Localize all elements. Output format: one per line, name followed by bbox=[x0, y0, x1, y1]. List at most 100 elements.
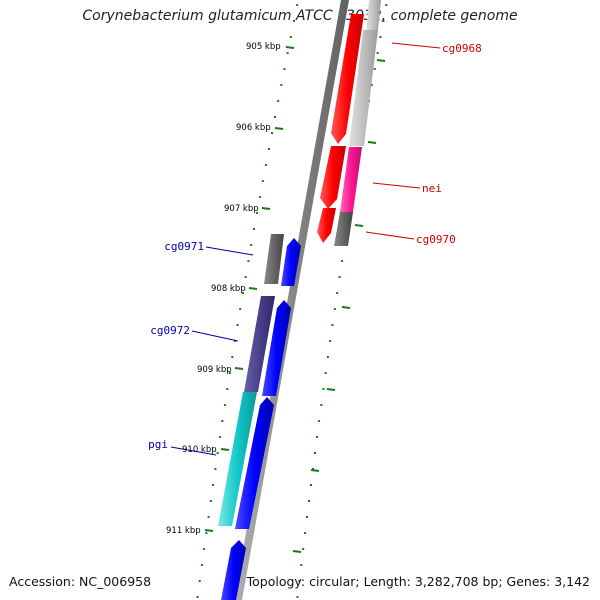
ruler-dot bbox=[216, 452, 219, 454]
tick-label-906: 906 kbp bbox=[236, 123, 271, 133]
ruler-dot bbox=[331, 324, 334, 326]
ruler-dot bbox=[341, 260, 344, 262]
feature-cg0970-cds bbox=[317, 208, 336, 243]
gene-label-cg0971[interactable]: cg0971 bbox=[164, 240, 204, 253]
ruler-dot bbox=[296, 596, 299, 598]
ruler-dot bbox=[241, 292, 244, 294]
ruler-dot bbox=[244, 276, 247, 278]
ruler-dot bbox=[267, 148, 270, 150]
ruler-dot bbox=[373, 68, 376, 70]
ruler-dot bbox=[300, 564, 303, 566]
ruler-dot bbox=[250, 244, 253, 246]
feature-cg0968-cds bbox=[331, 14, 364, 144]
ruler-dot bbox=[379, 36, 382, 38]
ruler-dot bbox=[231, 356, 234, 358]
ruler-dot bbox=[228, 372, 231, 374]
ruler-tick-908: 908 kbp bbox=[211, 284, 258, 294]
ruler-dot bbox=[247, 260, 250, 262]
ruler-dot bbox=[233, 340, 236, 342]
ruler-dot bbox=[239, 308, 242, 310]
feature-cg0972-cds bbox=[262, 300, 291, 396]
tick-label-909: 909 kbp bbox=[197, 365, 232, 375]
ruler-dot bbox=[302, 548, 305, 550]
label-line-cg0970 bbox=[365, 231, 415, 240]
ruler-dot bbox=[306, 516, 308, 518]
ruler-dot bbox=[203, 548, 206, 550]
ruler-dot bbox=[296, 4, 299, 6]
ruler-dot bbox=[264, 164, 267, 166]
ruler-dot bbox=[304, 532, 307, 534]
ruler-dot bbox=[226, 388, 229, 390]
feature-bottom-cds bbox=[221, 540, 246, 600]
tick-label-905: 905 kbp bbox=[246, 42, 281, 52]
ruler-dot bbox=[382, 20, 385, 22]
ruler-tick-909: 909 kbp bbox=[197, 365, 244, 375]
ruler-dot bbox=[336, 292, 339, 294]
feature-cg0972-slate bbox=[244, 296, 275, 392]
ruler-dot bbox=[274, 116, 276, 118]
ruler-dot bbox=[253, 228, 255, 230]
ruler-dot bbox=[280, 84, 283, 86]
ruler-tick-911: 911 kbp bbox=[166, 526, 214, 536]
gene-label-pgi[interactable]: pgi bbox=[148, 438, 168, 451]
ruler-dot bbox=[338, 276, 341, 278]
label-line-cg0972 bbox=[191, 330, 239, 342]
ruler-dot bbox=[310, 484, 312, 486]
ruler-dot bbox=[385, 4, 388, 6]
tick-label-910: 910 kbp bbox=[182, 445, 217, 455]
accession-text: Accession: NC_006958 bbox=[9, 574, 152, 589]
map-title: Corynebacterium glutamicum ATCC 13032, c… bbox=[82, 8, 518, 24]
gene-label-nei[interactable]: nei bbox=[422, 182, 442, 195]
ruler-dot bbox=[283, 68, 286, 70]
ruler-dot bbox=[271, 132, 273, 134]
gene-label-cg0968[interactable]: cg0968 bbox=[442, 42, 482, 55]
outer-ruler-dots bbox=[196, 4, 299, 598]
label-line-nei bbox=[372, 182, 421, 189]
feature-cg0970-darkgray bbox=[334, 212, 353, 246]
ruler-dot bbox=[286, 52, 289, 54]
ruler-dot bbox=[258, 196, 261, 198]
ruler-dot bbox=[255, 212, 258, 214]
feature-top-gray bbox=[366, 0, 381, 30]
gene-label-cg0972[interactable]: cg0972 bbox=[150, 324, 190, 337]
tick-label-907: 907 kbp bbox=[224, 204, 259, 214]
ruler-dot bbox=[214, 468, 217, 470]
ruler-dot bbox=[370, 84, 373, 86]
ruler-dot bbox=[277, 100, 280, 102]
gene-label-cg0970[interactable]: cg0970 bbox=[416, 233, 456, 246]
feature-pgi-cyan bbox=[218, 392, 257, 526]
ruler-dot bbox=[198, 580, 201, 582]
ruler-dot bbox=[293, 20, 295, 22]
label-line-cg0971 bbox=[205, 246, 254, 256]
ruler-dot bbox=[333, 308, 336, 310]
feature-pgi-cds bbox=[235, 397, 274, 529]
ruler-dot bbox=[316, 436, 319, 438]
ruler-dot bbox=[318, 420, 321, 422]
ruler-dot bbox=[376, 52, 379, 54]
ruler-tick-905: 905 kbp bbox=[246, 42, 295, 52]
ruler-dot bbox=[314, 452, 316, 454]
feature-nei-magenta bbox=[340, 147, 362, 212]
ruler-dot bbox=[200, 564, 203, 566]
ruler-dot bbox=[298, 580, 301, 582]
ruler-dot bbox=[322, 388, 325, 390]
feature-cg0971-cds bbox=[281, 238, 301, 286]
ruler-dot bbox=[196, 596, 199, 598]
ruler-dot bbox=[219, 436, 222, 438]
ruler-dot bbox=[329, 340, 332, 342]
ruler-dot bbox=[223, 404, 226, 406]
ruler-dot bbox=[207, 516, 210, 518]
tick-label-911: 911 kbp bbox=[166, 526, 201, 536]
ruler-dot bbox=[326, 356, 329, 358]
ruler-dot bbox=[205, 532, 208, 534]
ruler-dot bbox=[261, 180, 264, 182]
ruler-dot bbox=[236, 324, 239, 326]
ruler-dot bbox=[289, 36, 292, 38]
inner-ruler-ticks bbox=[292, 59, 386, 553]
ruler-dot bbox=[320, 404, 323, 406]
ruler-tick-910: 910 kbp bbox=[182, 445, 230, 455]
tick-label-908: 908 kbp bbox=[211, 284, 246, 294]
ruler-dot bbox=[221, 420, 224, 422]
ruler-dot bbox=[312, 468, 314, 470]
